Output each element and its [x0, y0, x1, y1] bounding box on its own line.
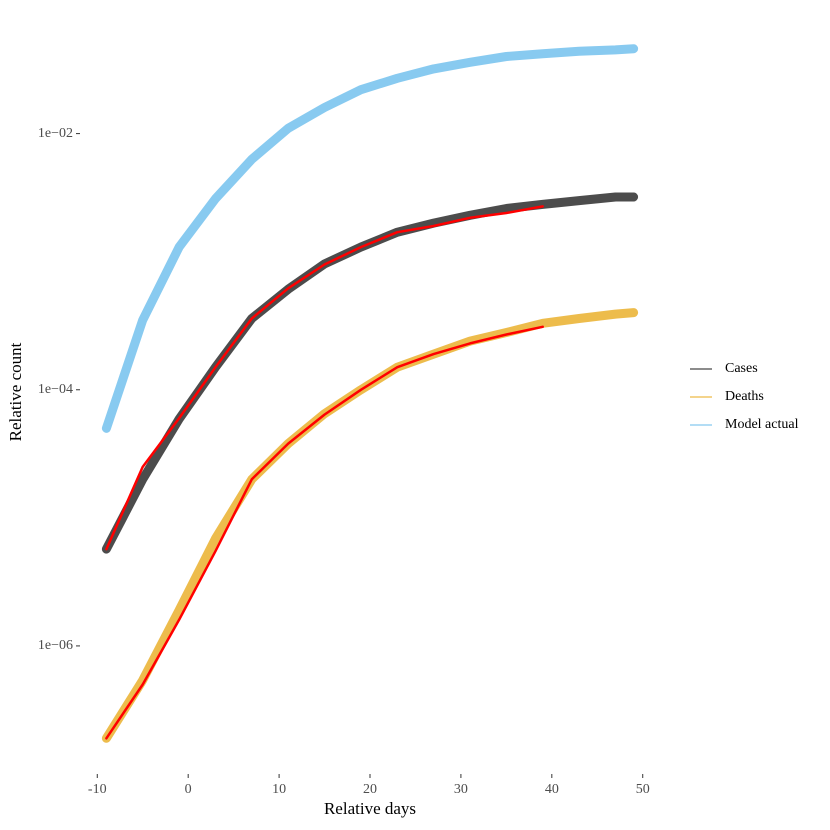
x-tick-label: 0	[185, 782, 192, 797]
x-axis-title: Relative days	[324, 799, 416, 818]
y-tick-label: 1e−04	[38, 382, 73, 397]
x-tick-label: 20	[363, 782, 377, 797]
x-tick-label: 50	[636, 782, 650, 797]
legend-label: Cases	[725, 361, 758, 376]
x-tick-label: 30	[454, 782, 468, 797]
observed-line	[105, 205, 544, 551]
x-tick-label: 40	[545, 782, 559, 797]
legend-label: Model actual	[725, 417, 799, 432]
observed-line	[105, 325, 544, 740]
y-tick-label: 1e−02	[38, 126, 73, 141]
series-line	[101, 308, 639, 743]
series-line	[101, 192, 639, 554]
x-tick-label: 10	[272, 782, 286, 797]
x-tick-label: -10	[88, 782, 107, 797]
y-axis-title: Relative count	[6, 342, 25, 441]
series-line	[101, 44, 639, 433]
y-tick-label: 1e−06	[38, 638, 73, 653]
legend-label: Deaths	[725, 389, 764, 404]
